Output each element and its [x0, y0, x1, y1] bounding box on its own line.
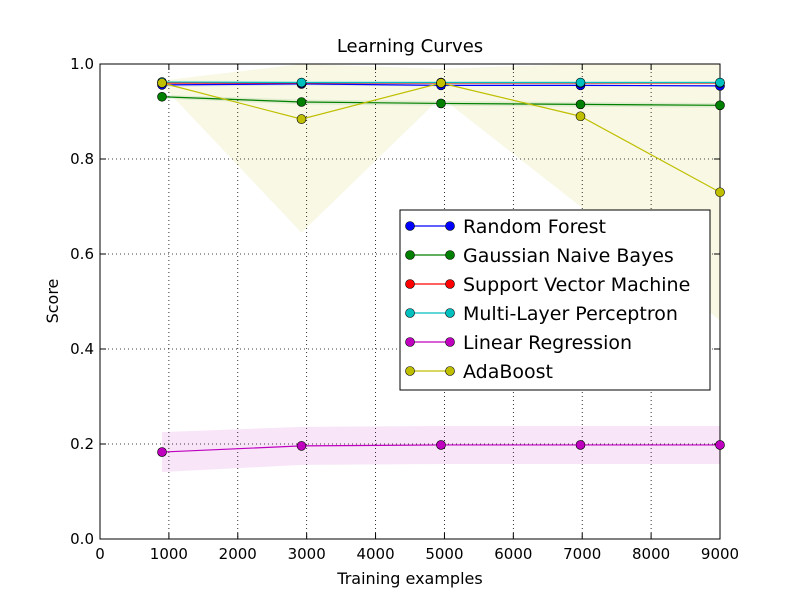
legend-label-support-vector-machine: Support Vector Machine: [463, 274, 690, 296]
point-linear-regression: [296, 441, 307, 451]
x-tick-label: 9000: [701, 545, 739, 563]
point-multi-layer-perceptron: [715, 77, 725, 88]
point-gaussian-naive-bayes: [575, 99, 586, 110]
legend-marker-gaussian-naive-bayes: [445, 250, 455, 260]
band-adaboost: [162, 64, 720, 321]
x-axis-label: Training examples: [336, 569, 482, 588]
x-tick-label: 7000: [563, 545, 601, 563]
x-tick-label: 4000: [356, 545, 394, 563]
point-linear-regression: [436, 440, 446, 450]
legend-label-adaboost: AdaBoost: [463, 361, 553, 383]
x-tick-label: 0: [95, 545, 105, 563]
x-tick-label: 8000: [632, 545, 670, 563]
x-tick-label: 2000: [219, 545, 257, 563]
point-gaussian-naive-bayes: [436, 98, 446, 109]
point-linear-regression: [715, 440, 725, 450]
point-multi-layer-perceptron: [575, 77, 586, 88]
legend-marker-adaboost: [405, 366, 415, 376]
point-gaussian-naive-bayes: [715, 100, 725, 111]
chart-title: Learning Curves: [337, 36, 483, 57]
legend-marker-multi-layer-perceptron: [445, 308, 455, 318]
legend-label-linear-regression: Linear Regression: [463, 332, 632, 354]
point-adaboost: [157, 78, 167, 88]
y-axis-label: Score: [43, 279, 62, 324]
x-tick-label: 1000: [150, 545, 188, 563]
x-tick-label: 3000: [288, 545, 326, 563]
legend-marker-random-forest: [405, 221, 415, 231]
legend-marker-adaboost: [445, 366, 455, 376]
point-adaboost: [296, 114, 307, 124]
x-tick-label: 6000: [494, 545, 532, 563]
y-tick-label: 0.0: [70, 530, 94, 548]
legend: Random Forest Gaussian Naive Bayes Support…: [399, 209, 711, 391]
y-tick-label: 0.6: [70, 245, 94, 263]
legend-marker-support-vector-machine: [405, 279, 415, 289]
point-linear-regression: [157, 447, 167, 457]
y-tick-label: 0.2: [70, 435, 94, 453]
y-tick-label: 0.4: [70, 340, 94, 358]
legend-marker-random-forest: [445, 221, 455, 231]
axis-ticks: 0 1000 2000 3000 4000 5000 6000 7000 8000 9000 0.0…: [70, 55, 739, 563]
legend-marker-gaussian-naive-bayes: [405, 250, 415, 260]
legend-marker-support-vector-machine: [445, 279, 455, 289]
point-multi-layer-perceptron: [296, 77, 307, 88]
legend-marker-multi-layer-perceptron: [405, 308, 415, 318]
legend-box: [399, 209, 711, 391]
legend-label-random-forest: Random Forest: [463, 216, 606, 238]
y-tick-label: 0.8: [70, 150, 94, 168]
legend-label-multi-layer-perceptron: Multi-Layer Perceptron: [463, 303, 678, 325]
point-adaboost: [575, 111, 586, 122]
point-gaussian-naive-bayes: [296, 97, 307, 107]
legend-marker-linear-regression: [405, 337, 415, 347]
legend-marker-linear-regression: [445, 337, 455, 347]
point-gaussian-naive-bayes: [157, 91, 167, 102]
legend-label-gaussian-naive-bayes: Gaussian Naive Bayes: [463, 245, 674, 267]
x-tick-label: 5000: [425, 545, 463, 563]
point-linear-regression: [575, 440, 586, 450]
plot-frame: [99, 63, 721, 540]
series-markers: [157, 77, 725, 457]
point-adaboost: [436, 78, 446, 88]
y-tick-label: 1.0: [70, 55, 94, 73]
point-adaboost: [715, 187, 725, 198]
